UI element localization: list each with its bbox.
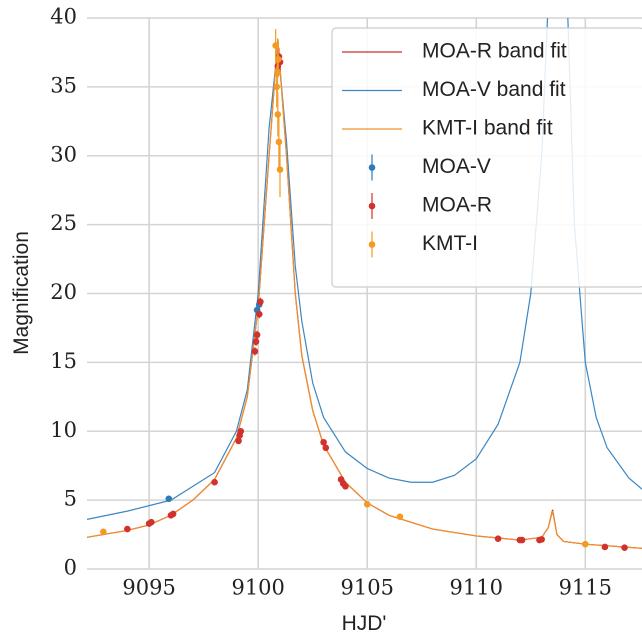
x-tick-label: 9115 — [559, 576, 612, 600]
y-tick-label: 0 — [64, 556, 77, 580]
data-point — [251, 348, 259, 355]
fit-line — [87, 38, 642, 549]
legend-label: KMT-I — [422, 232, 478, 255]
legend: MOA-R band fit MOA-V band fit KMT-I band f… — [331, 27, 642, 288]
y-tick-label: 40 — [50, 5, 77, 29]
y-tick-label: 5 — [64, 487, 77, 511]
data-point — [100, 528, 107, 536]
data-point — [601, 543, 609, 551]
data-point — [237, 427, 245, 435]
y-tick-label: 10 — [50, 418, 77, 442]
y-tick-label: 25 — [50, 211, 77, 235]
data-point — [257, 298, 264, 306]
y-axis-label: Magnification — [10, 231, 33, 355]
data-point — [272, 42, 279, 49]
legend-box — [331, 27, 642, 288]
data-point — [396, 513, 404, 520]
data-point — [363, 500, 371, 508]
data-point — [255, 310, 263, 318]
data-point — [169, 510, 177, 518]
data-point — [124, 525, 131, 533]
legend-label: MOA-V band fit — [422, 78, 566, 101]
data-point — [621, 544, 628, 551]
data-point — [274, 56, 282, 63]
data-point — [273, 83, 281, 91]
x-axis-label: HJD' — [342, 612, 387, 635]
data-layer — [87, 18, 642, 551]
legend-marker — [368, 202, 376, 210]
data-point — [275, 138, 283, 146]
x-tick-label: 9100 — [231, 576, 284, 600]
x-tick-label: 9105 — [340, 576, 393, 600]
legend-label: KMT-I band fit — [422, 117, 553, 140]
data-point — [148, 518, 155, 526]
data-point — [274, 69, 281, 77]
y-tick-label: 35 — [50, 73, 77, 97]
y-tick-label: 20 — [50, 280, 77, 304]
legend-label: MOA-R — [422, 194, 492, 217]
data-point — [518, 536, 526, 544]
data-point — [253, 331, 261, 339]
data-point — [342, 483, 349, 490]
ticks: 0 5 10 15 20 25 30 35 40 9095 9100 9105 9110 9115 — [50, 5, 612, 600]
data-point — [276, 166, 284, 173]
data-point — [538, 536, 545, 543]
x-tick-label: 9095 — [122, 576, 175, 600]
data-point — [322, 444, 330, 452]
legend-marker — [368, 164, 376, 171]
data-point — [494, 535, 502, 542]
data-point — [165, 495, 173, 503]
data-point — [211, 478, 218, 486]
data-point — [582, 540, 589, 548]
legend-label: MOA-R band fit — [422, 40, 567, 63]
legend-label: MOA-V — [422, 155, 491, 178]
y-tick-label: 30 — [50, 142, 77, 166]
data-point — [274, 111, 282, 118]
data-point — [320, 438, 327, 446]
x-tick-label: 9110 — [450, 576, 503, 600]
y-tick-label: 15 — [50, 349, 77, 373]
data-point — [235, 437, 242, 445]
legend-marker — [368, 241, 376, 248]
data-point — [252, 338, 260, 346]
